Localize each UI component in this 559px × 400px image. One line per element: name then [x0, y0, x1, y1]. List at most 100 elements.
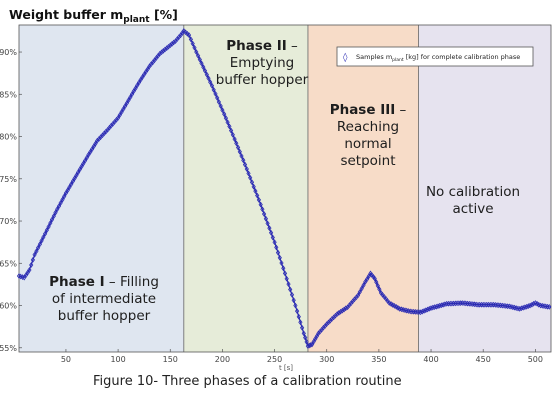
data-point — [186, 32, 192, 38]
data-point — [234, 140, 239, 147]
data-point — [256, 197, 261, 203]
plot-border — [18, 24, 552, 353]
phase-band-2 — [183, 25, 308, 352]
data-point — [439, 302, 444, 309]
data-point — [251, 183, 256, 190]
data-point — [237, 148, 242, 155]
data-point — [519, 305, 524, 312]
data-point — [56, 203, 62, 209]
data-point — [296, 313, 301, 320]
data-point — [123, 103, 128, 109]
y-tick-label: 75% — [0, 175, 17, 184]
data-point — [239, 153, 244, 159]
data-point — [442, 301, 447, 308]
phase-label-bold: Phase III — [330, 102, 396, 118]
data-point — [246, 170, 251, 177]
phase-labels: Phase I – Filling of intermediate buffer h… — [49, 38, 520, 324]
data-point — [298, 319, 303, 326]
data-point — [304, 339, 309, 345]
data-point — [216, 99, 221, 105]
data-point — [444, 300, 449, 307]
data-point — [86, 151, 91, 158]
data-point — [84, 154, 89, 161]
data-point — [342, 306, 347, 313]
data-point — [263, 215, 268, 222]
legend: ◊ Samples mplant [kg] for complete calib… — [336, 46, 534, 67]
legend-label-prefix: Samples m — [356, 53, 392, 61]
data-point — [300, 324, 305, 331]
data-point — [279, 260, 284, 266]
data-point — [208, 79, 213, 85]
data-series — [16, 28, 552, 349]
data-point — [128, 94, 133, 101]
data-point — [43, 230, 48, 237]
data-point — [423, 307, 428, 314]
data-point — [211, 87, 216, 93]
data-point — [437, 302, 442, 309]
data-point — [121, 106, 126, 112]
phase-label-text: normal — [344, 136, 391, 152]
x-tick-label: 100 — [110, 355, 125, 364]
data-point — [185, 30, 190, 37]
data-point — [81, 160, 86, 167]
plot-frame — [18, 24, 552, 353]
legend-label-suffix: [kg] for complete calibration phase — [404, 53, 521, 61]
data-point — [58, 200, 63, 206]
data-point — [456, 300, 461, 307]
y-tick-label: 55% — [0, 344, 17, 353]
data-point — [93, 140, 98, 147]
phase-label-1: Phase I – Filling of intermediate buffer h… — [49, 274, 159, 324]
data-point — [291, 297, 296, 304]
data-point — [425, 306, 430, 313]
figure-caption: Figure 10- Three phases of a calibration… — [93, 374, 402, 389]
phase-label-text: active — [452, 201, 493, 217]
data-point — [269, 229, 274, 236]
data-point — [89, 146, 95, 153]
data-point — [274, 244, 279, 251]
x-tick-label: 500 — [528, 355, 543, 364]
data-point — [27, 267, 32, 273]
data-point — [547, 304, 552, 310]
axis-ticks: 50 100 150 200 250 300 350 400 450 500 55% 60% 65% 70… — [0, 48, 543, 364]
legend-marker: ◊ — [343, 52, 348, 63]
data-point — [119, 109, 124, 115]
phase-band-3 — [307, 25, 419, 352]
data-point — [526, 303, 531, 309]
data-point — [241, 157, 246, 164]
data-point — [44, 227, 49, 234]
data-point — [232, 136, 237, 142]
legend-label: Samples mplant [kg] for complete calibra… — [356, 53, 520, 63]
data-point — [117, 112, 122, 118]
data-point — [441, 301, 446, 308]
data-point — [209, 82, 215, 89]
data-point — [528, 302, 533, 309]
phase-label-text: buffer hopper — [216, 72, 309, 88]
data-point — [140, 74, 145, 80]
data-point — [377, 286, 382, 293]
data-point — [422, 308, 427, 314]
data-point — [270, 234, 275, 241]
data-point — [225, 119, 230, 126]
data-point — [517, 306, 522, 312]
data-point — [449, 300, 454, 307]
data-point — [129, 91, 135, 98]
data-point — [242, 161, 248, 168]
data-point — [79, 163, 84, 170]
x-tick-label: 300 — [319, 355, 334, 364]
data-point — [62, 193, 67, 200]
data-point — [434, 303, 439, 310]
y-tick-label: 65% — [0, 259, 17, 268]
data-point — [60, 196, 65, 203]
data-point — [135, 82, 140, 89]
data-point — [427, 305, 432, 312]
x-tick-label: 200 — [215, 355, 230, 364]
y-tick-label: 60% — [0, 302, 17, 311]
data-point — [230, 131, 235, 138]
phase-band-4 — [418, 25, 551, 352]
data-point — [116, 115, 121, 121]
x-tick-label: 250 — [267, 355, 282, 364]
data-point — [262, 211, 267, 217]
data-point — [36, 244, 41, 251]
data-point — [32, 251, 37, 258]
